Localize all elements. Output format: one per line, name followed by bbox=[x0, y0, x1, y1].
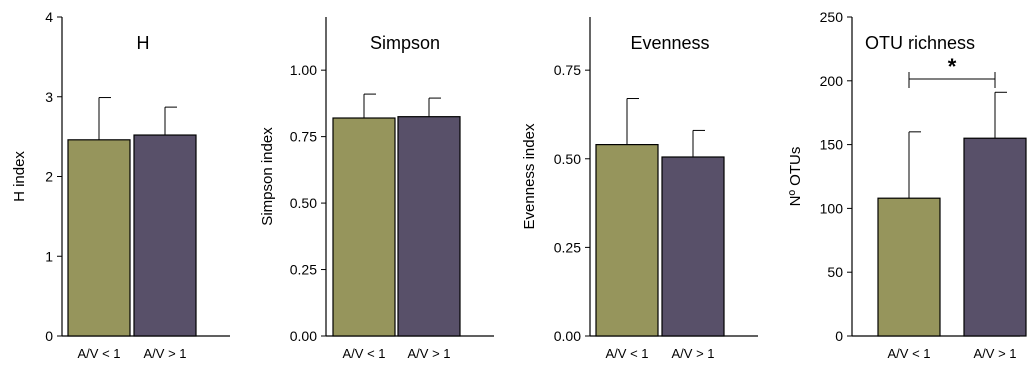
significance-marker: * bbox=[948, 54, 957, 79]
panel-title: H bbox=[137, 33, 150, 53]
bar-av-lt-1 bbox=[595, 144, 659, 337]
category-label: A/V < 1 bbox=[606, 346, 649, 361]
category-label: A/V < 1 bbox=[343, 346, 386, 361]
y-tick-label: 250 bbox=[820, 9, 844, 25]
y-tick-label: 0.75 bbox=[554, 62, 581, 78]
bar-av-gt-1 bbox=[397, 116, 461, 337]
chart-panel-4: 0 50 100 150 200 250 A/V < 1 A/V > 1 OTU richnes… bbox=[787, 9, 1027, 361]
chart-panel-3: 0.00 0.25 0.50 0.75 A/V < 1 A/V > 1 Evenness Ev… bbox=[521, 17, 758, 361]
bar-av-gt-1 bbox=[661, 156, 725, 337]
y-tick-label: 200 bbox=[820, 73, 844, 89]
y-axis-label: Evenness index bbox=[521, 123, 538, 229]
y-tick-label: 1 bbox=[45, 248, 53, 264]
y-tick-label: 100 bbox=[820, 200, 844, 216]
y-axis-label: Nº OTUs bbox=[787, 147, 804, 207]
y-tick-label: 0 bbox=[835, 328, 843, 344]
bar-av-gt-1 bbox=[963, 137, 1027, 337]
category-label: A/V > 1 bbox=[974, 346, 1017, 361]
category-label: A/V < 1 bbox=[888, 346, 931, 361]
y-tick-label: 0.50 bbox=[290, 195, 317, 211]
category-label: A/V < 1 bbox=[78, 346, 121, 361]
y-tick-label: 3 bbox=[45, 89, 53, 105]
bar-av-gt-1 bbox=[133, 134, 197, 337]
panel-title: OTU richness bbox=[865, 33, 975, 53]
category-label: A/V > 1 bbox=[408, 346, 451, 361]
y-axis-label: H index bbox=[11, 151, 28, 202]
y-tick-label: 0.25 bbox=[290, 262, 317, 278]
y-tick-label: 0.00 bbox=[554, 328, 581, 344]
panel-title: Evenness bbox=[630, 33, 709, 53]
y-tick-label: 2 bbox=[45, 169, 53, 185]
category-label: A/V > 1 bbox=[144, 346, 187, 361]
y-tick-label: 4 bbox=[45, 9, 53, 25]
y-tick-label: 0.25 bbox=[554, 239, 581, 255]
panel-title: Simpson bbox=[370, 33, 440, 53]
bar-av-lt-1 bbox=[67, 139, 131, 337]
y-tick-label: 1.00 bbox=[290, 62, 317, 78]
y-axis-label: Simpson index bbox=[259, 127, 276, 226]
y-tick-label: 150 bbox=[820, 137, 844, 153]
bar-av-lt-1 bbox=[877, 197, 941, 337]
y-tick-label: 0.50 bbox=[554, 151, 581, 167]
y-tick-label: 0.00 bbox=[290, 328, 317, 344]
bar-av-lt-1 bbox=[332, 117, 396, 337]
y-tick-label: 0 bbox=[45, 328, 53, 344]
category-label: A/V > 1 bbox=[672, 346, 715, 361]
y-tick-label: 0.75 bbox=[290, 129, 317, 145]
chart-panel-2: 0.00 0.25 0.50 0.75 1.00 A/V < 1 A/V > 1 Simpso… bbox=[259, 17, 494, 361]
chart-panel-1: 0 1 2 3 4 A/V < 1 A/V > 1 H H index bbox=[11, 9, 230, 361]
y-tick-label: 50 bbox=[827, 264, 843, 280]
